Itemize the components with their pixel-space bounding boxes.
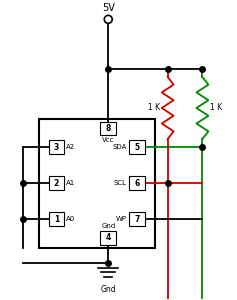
Text: 2: 2 xyxy=(54,178,59,188)
Bar xyxy=(100,231,116,245)
Text: A0: A0 xyxy=(66,216,76,222)
Text: 7: 7 xyxy=(134,215,140,224)
Bar xyxy=(49,176,64,190)
Text: 1 K: 1 K xyxy=(210,103,223,112)
Text: Vcc: Vcc xyxy=(102,137,114,143)
Text: Gnd: Gnd xyxy=(101,223,115,229)
Text: 6: 6 xyxy=(134,178,140,188)
Text: 4: 4 xyxy=(106,233,111,242)
Text: Gnd: Gnd xyxy=(100,285,116,294)
Text: 5: 5 xyxy=(134,142,139,152)
Bar xyxy=(49,212,64,226)
Bar xyxy=(129,140,145,154)
Bar xyxy=(49,140,64,154)
Text: 8: 8 xyxy=(106,124,111,133)
Text: 1: 1 xyxy=(54,215,59,224)
Circle shape xyxy=(104,15,112,23)
Bar xyxy=(39,118,155,248)
Text: 3: 3 xyxy=(54,142,59,152)
Text: A2: A2 xyxy=(66,144,76,150)
Text: WP: WP xyxy=(116,216,127,222)
Text: SDA: SDA xyxy=(113,144,127,150)
Bar xyxy=(129,212,145,226)
Text: A1: A1 xyxy=(66,180,76,186)
Bar xyxy=(129,176,145,190)
Bar xyxy=(100,122,116,136)
Text: 1 K: 1 K xyxy=(148,103,160,112)
Text: SCL: SCL xyxy=(114,180,127,186)
Text: 5V: 5V xyxy=(102,3,115,14)
